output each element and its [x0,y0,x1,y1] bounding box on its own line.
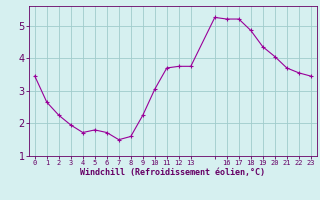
X-axis label: Windchill (Refroidissement éolien,°C): Windchill (Refroidissement éolien,°C) [80,168,265,177]
